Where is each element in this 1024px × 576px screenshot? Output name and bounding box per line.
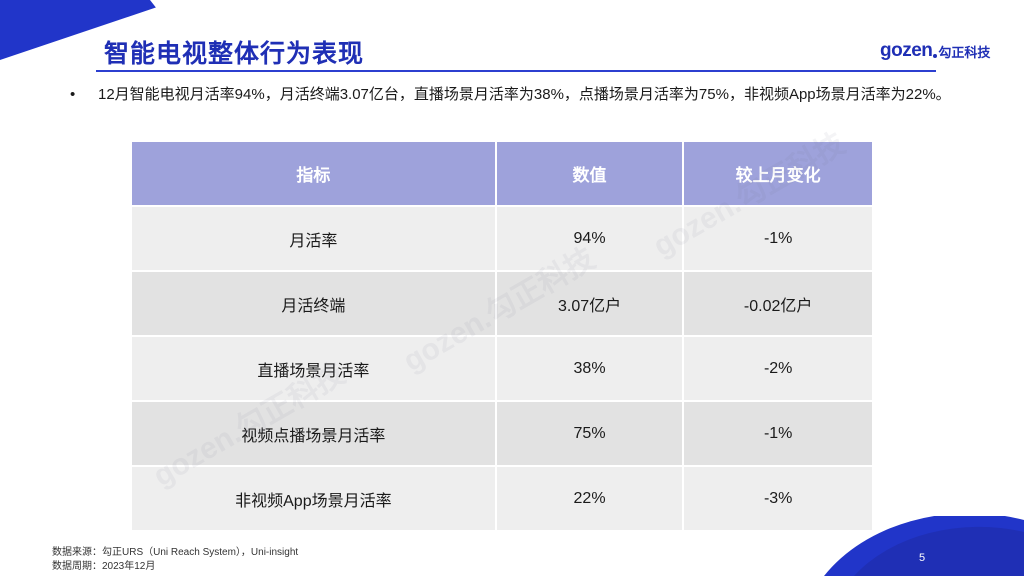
summary-bullet: • 12月智能电视月活率94%，月活终端3.07亿台，直播场景月活率为38%，点…: [70, 84, 970, 105]
metric-cell: 直播场景月活率: [132, 335, 497, 401]
metric-cell: 非视频App场景月活率: [132, 465, 497, 530]
slide-title: 智能电视整体行为表现: [104, 40, 365, 68]
header-change: 较上月变化: [683, 142, 872, 206]
value-cell: 3.07亿户: [495, 270, 685, 336]
table-row: 视频点播场景月活率 75% -1%: [132, 400, 872, 466]
header-metric: 指标: [132, 142, 497, 206]
metric-cell: 月活率: [132, 205, 497, 271]
logo-wordmark: gozen: [880, 40, 933, 61]
table-row: 月活终端 3.07亿户 -0.02亿户: [132, 270, 872, 336]
metrics-table: 指标 数值 较上月变化 月活率 94% -1% 月活终端 3.07亿户 -0.0…: [132, 142, 872, 530]
change-cell: -0.02亿户: [683, 270, 872, 336]
brand-logo: gozen 勾正科技: [880, 40, 990, 62]
change-cell: -2%: [683, 335, 872, 401]
bullet-icon: •: [70, 86, 76, 103]
corner-arc-decoration: [824, 516, 1024, 576]
table-row: 非视频App场景月活率 22% -3%: [132, 465, 872, 530]
value-cell: 94%: [495, 205, 685, 271]
summary-text: 12月智能电视月活率94%，月活终端3.07亿台，直播场景月活率为38%，点播场…: [98, 86, 951, 103]
value-cell: 38%: [495, 335, 685, 401]
metric-cell: 月活终端: [132, 270, 497, 336]
corner-decoration: [0, 0, 200, 60]
change-cell: -3%: [683, 465, 872, 530]
table-row: 月活率 94% -1%: [132, 205, 872, 271]
value-cell: 75%: [495, 400, 685, 466]
data-source: 数据来源：勾正URS（Uni Reach System），Uni-insight: [52, 547, 299, 558]
logo-chinese: 勾正科技: [938, 44, 991, 60]
logo-dot: [933, 54, 938, 58]
header-value: 数值: [495, 142, 685, 206]
footer-notes: 数据来源：勾正URS（Uni Reach System），Uni-insight…: [52, 546, 298, 574]
title-underline: [96, 70, 936, 72]
metric-cell: 视频点播场景月活率: [132, 400, 497, 466]
page-number: 5: [919, 552, 926, 564]
table-row: 直播场景月活率 38% -2%: [132, 335, 872, 401]
value-cell: 22%: [495, 465, 685, 530]
change-cell: -1%: [683, 205, 872, 271]
data-period: 数据周期：2023年12月: [52, 561, 156, 572]
change-cell: -1%: [683, 400, 872, 466]
table-header-row: 指标 数值 较上月变化: [132, 142, 872, 206]
